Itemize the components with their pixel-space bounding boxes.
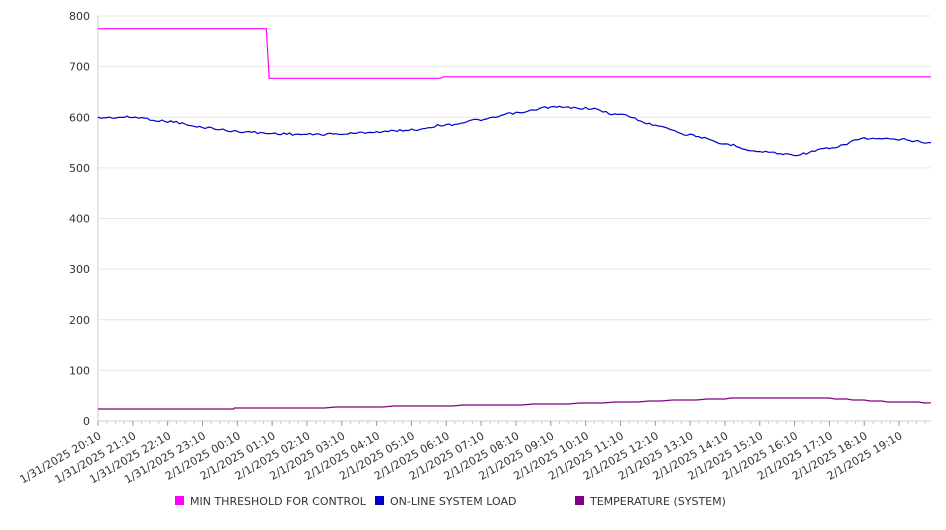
y-tick-label: 300 — [69, 263, 90, 276]
y-tick-label: 500 — [69, 162, 90, 175]
legend-item[interactable]: TEMPERATURE (SYSTEM) — [575, 495, 726, 508]
legend-label: ON-LINE SYSTEM LOAD — [390, 495, 516, 508]
gridlines — [98, 15, 931, 371]
y-tick-label: 600 — [69, 111, 90, 124]
legend-swatch — [375, 496, 384, 505]
y-tick-label: 100 — [69, 364, 90, 377]
x-axis-ticks: 1/31/2025 20:101/31/2025 21:101/31/2025 … — [18, 429, 905, 486]
y-tick-label: 800 — [69, 10, 90, 23]
y-tick-label: 0 — [83, 415, 90, 428]
legend-swatch — [575, 496, 584, 505]
legend-swatch — [175, 496, 184, 505]
series-line — [97, 105, 932, 157]
y-tick-label: 700 — [69, 61, 90, 74]
legend-label: TEMPERATURE (SYSTEM) — [589, 495, 726, 508]
legend-item[interactable]: MIN THRESHOLD FOR CONTROL — [175, 495, 367, 508]
legend-label: MIN THRESHOLD FOR CONTROL — [190, 495, 367, 508]
legend-item[interactable]: ON-LINE SYSTEM LOAD — [375, 495, 516, 508]
series-lines — [97, 28, 932, 410]
y-tick-label: 400 — [69, 213, 90, 226]
series-line — [98, 28, 931, 79]
axes — [97, 16, 931, 426]
legend: MIN THRESHOLD FOR CONTROL ON-LINE SYSTEM … — [175, 495, 726, 508]
y-axis-ticks: 0 100 200 300 400 500 600 700 800 — [69, 10, 90, 428]
series-line — [98, 397, 932, 410]
y-tick-label: 200 — [69, 314, 90, 327]
